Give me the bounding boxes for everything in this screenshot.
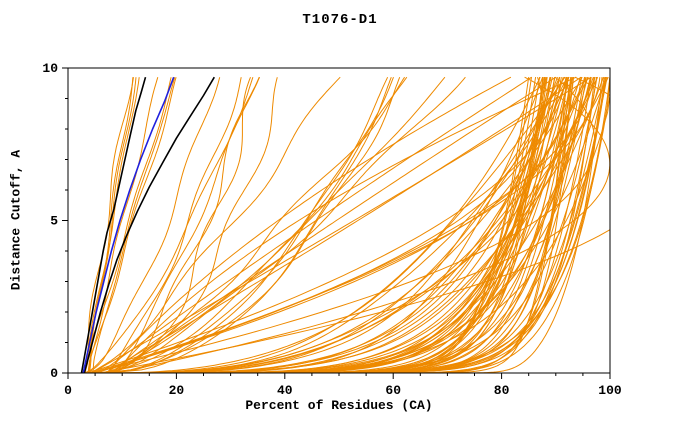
model-curve <box>102 76 446 373</box>
model-curve <box>102 76 604 373</box>
model-curve <box>92 77 570 373</box>
model-curve <box>98 76 408 373</box>
model-curve <box>275 76 592 373</box>
model-curve <box>90 77 601 373</box>
x-axis-label: Percent of Residues (CA) <box>245 398 433 413</box>
black-curve-1 <box>80 76 147 373</box>
model-curve <box>84 77 254 373</box>
model-curve <box>339 77 608 373</box>
model-curve <box>263 77 573 373</box>
model-curve <box>92 77 176 373</box>
model-curve <box>108 76 466 373</box>
x-tick-label: 20 <box>169 383 185 398</box>
model-curve <box>231 77 582 373</box>
model-curve <box>83 77 140 373</box>
model-curve <box>387 77 572 373</box>
model-curve <box>106 77 392 373</box>
y-tick-label: 5 <box>50 214 58 229</box>
model-curve <box>104 76 582 373</box>
model-curve <box>88 77 159 373</box>
model-curve <box>117 76 591 373</box>
model-curve <box>119 77 548 373</box>
y-tick-label: 10 <box>42 61 58 76</box>
model-curve <box>103 77 251 373</box>
blue-curve <box>82 76 175 373</box>
x-tick-label: 80 <box>494 383 510 398</box>
chart-title: T1076-D1 <box>302 12 378 28</box>
model-curve <box>91 76 583 373</box>
model-curve <box>116 76 610 373</box>
model-curve <box>113 76 557 373</box>
model-curve <box>132 76 565 373</box>
axes-layer: 0 20 40 60 80 100 0 5 10 <box>42 61 622 398</box>
model-curve <box>106 76 512 373</box>
black-curve-2 <box>83 76 215 373</box>
model-curve <box>89 76 341 373</box>
model-curve <box>99 76 532 373</box>
model-curve <box>424 77 603 373</box>
model-curve <box>89 76 560 373</box>
model-curve <box>89 76 552 373</box>
x-tick-label: 60 <box>385 383 401 398</box>
y-tick-label: 0 <box>50 366 58 381</box>
model-curve <box>115 76 577 373</box>
model-curve <box>86 77 221 373</box>
x-tick-label: 40 <box>277 383 293 398</box>
model-curve <box>98 76 553 373</box>
model-curve <box>92 76 556 373</box>
x-tick-label: 0 <box>64 383 72 398</box>
model-curve <box>91 76 596 373</box>
model-curve <box>328 77 568 373</box>
model-curve <box>126 76 561 373</box>
x-tick-label: 100 <box>598 383 622 398</box>
model-curve <box>125 76 594 373</box>
model-curve <box>109 76 389 373</box>
model-curve <box>108 77 260 373</box>
curves-layer <box>80 76 610 373</box>
model-curve <box>84 77 134 373</box>
model-curve <box>95 76 587 373</box>
model-curve <box>91 76 592 373</box>
model-curve <box>99 77 278 373</box>
